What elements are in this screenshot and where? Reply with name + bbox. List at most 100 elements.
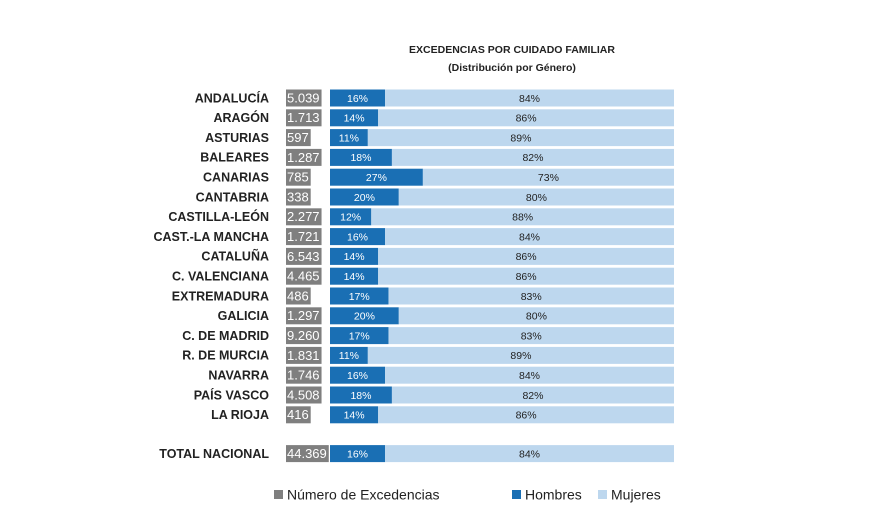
value-label: 84% [519, 93, 540, 105]
count-cell [286, 89, 322, 107]
category-label: CAST.-LA MANCHA [154, 230, 270, 244]
category-label: GALICIA [218, 309, 269, 323]
bar-segment [388, 327, 674, 345]
value-label: 83% [521, 291, 542, 303]
count-label: 9.260 [287, 328, 320, 343]
value-label: 86% [516, 113, 537, 125]
chart-title: EXCEDENCIAS POR CUIDADO FAMILIAR [409, 44, 615, 56]
value-label: 18% [350, 390, 371, 402]
count-label: 1.713 [287, 110, 320, 125]
bar-segment [367, 129, 674, 147]
value-label: 16% [347, 93, 368, 105]
value-label: 14% [344, 271, 365, 283]
count-cell [286, 208, 322, 226]
legend-swatch [598, 490, 607, 499]
value-label: 11% [339, 132, 359, 144]
count-cell [286, 168, 311, 186]
value-label: 14% [344, 113, 365, 125]
value-label: 84% [519, 448, 540, 460]
value-label: 89% [510, 350, 531, 362]
count-cell [286, 129, 311, 147]
value-label: 17% [349, 291, 370, 303]
bar-segment [330, 228, 386, 246]
bar-segment [330, 445, 386, 463]
value-label: 84% [519, 231, 540, 243]
category-label: LA RIOJA [211, 408, 269, 422]
value-label: 27% [366, 172, 387, 184]
count-label: 1.831 [287, 348, 320, 363]
bar-segment [422, 168, 674, 186]
legend-swatch [274, 490, 283, 499]
count-label: 6.543 [287, 249, 320, 264]
bar-segment [378, 406, 674, 424]
count-label: 44.369 [287, 446, 327, 461]
bar-segment [330, 346, 368, 364]
value-label: 86% [516, 271, 537, 283]
count-label: 416 [287, 407, 309, 422]
bar-segment [385, 445, 674, 463]
bar-segment [330, 129, 368, 147]
value-label: 84% [519, 370, 540, 382]
bar-segment [330, 267, 379, 285]
value-label: 16% [347, 370, 368, 382]
count-cell [286, 267, 322, 285]
bar-segment [385, 228, 674, 246]
category-label: R. DE MURCIA [182, 349, 269, 363]
category-label: C. DE MADRID [182, 329, 269, 343]
category-label: CANTABRIA [196, 190, 269, 204]
bar-segment [398, 307, 674, 325]
value-label: 86% [516, 410, 537, 422]
count-cell [286, 366, 322, 384]
count-cell [286, 109, 322, 127]
legend-label: Número de Excedencias [287, 487, 440, 503]
count-cell [286, 406, 311, 424]
count-label: 785 [287, 170, 309, 185]
count-cell [286, 445, 329, 463]
count-cell [286, 287, 311, 305]
count-cell [286, 346, 322, 364]
bar-segment [330, 327, 389, 345]
legend-label: Hombres [525, 487, 582, 503]
value-label: 73% [538, 172, 559, 184]
legend-label: Mujeres [611, 487, 661, 503]
count-cell [286, 188, 311, 206]
category-label: CASTILLA-LEÓN [168, 209, 269, 224]
count-cell [286, 247, 322, 265]
bar-segment [367, 346, 674, 364]
count-cell [286, 386, 322, 404]
category-label: PAÍS VASCO [194, 387, 270, 402]
value-label: 82% [522, 152, 543, 164]
category-label: BALEARES [200, 151, 269, 165]
bar-segment [330, 366, 386, 384]
count-label: 1.746 [287, 368, 320, 383]
count-label: 4.508 [287, 387, 320, 402]
value-label: 80% [526, 192, 547, 204]
bar-segment [391, 386, 674, 404]
bar-segment [371, 208, 674, 226]
bar-segment [391, 148, 674, 166]
legend-swatch [512, 490, 521, 499]
count-label: 1.287 [287, 150, 320, 165]
bar-segment [385, 89, 674, 107]
category-label: EXTREMADURA [172, 289, 269, 303]
value-label: 14% [344, 251, 365, 263]
count-label: 597 [287, 130, 309, 145]
count-label: 486 [287, 288, 309, 303]
bar-segment [330, 89, 386, 107]
category-label: NAVARRA [208, 368, 269, 382]
value-label: 12% [340, 212, 361, 224]
count-label: 4.465 [287, 269, 320, 284]
bar-segment [378, 109, 674, 127]
bar-segment [330, 188, 399, 206]
value-label: 83% [521, 330, 542, 342]
bar-segment [385, 366, 674, 384]
category-label: ARAGÓN [213, 110, 269, 125]
value-label: 80% [526, 311, 547, 323]
count-label: 2.277 [287, 209, 320, 224]
bar-segment [330, 109, 379, 127]
value-label: 88% [512, 212, 533, 224]
bar-segment [330, 287, 389, 305]
bar-segment [330, 208, 372, 226]
count-label: 5.039 [287, 90, 320, 105]
